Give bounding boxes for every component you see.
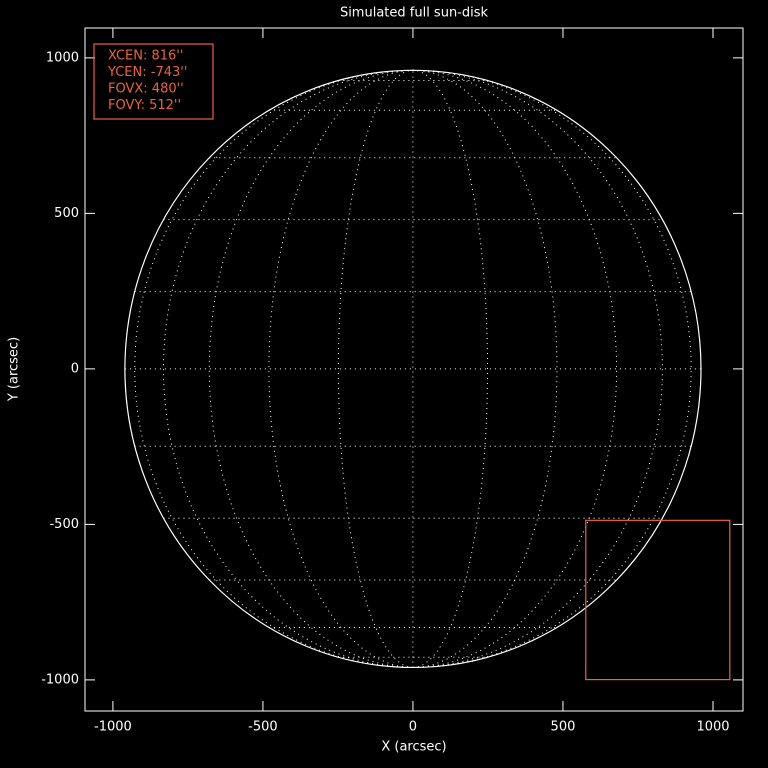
chart-title: Simulated full sun-disk <box>340 6 489 21</box>
plot-frame <box>84 27 744 712</box>
x-tick-label: 500 <box>551 720 576 735</box>
x-tick-label: -1000 <box>94 720 132 735</box>
x-axis-title: X (arcsec) <box>381 740 446 755</box>
x-tick-label: 0 <box>409 720 417 735</box>
longitude-line <box>268 69 413 668</box>
longitude-line <box>412 69 558 668</box>
y-tick-label: 500 <box>54 206 79 221</box>
y-tick-label: -500 <box>49 517 79 532</box>
longitude-line <box>412 69 488 668</box>
info-label: FOVX: 480'' <box>108 82 184 97</box>
longitude-line <box>337 69 413 668</box>
x-tick-label: 1000 <box>696 720 729 735</box>
sun-limb <box>124 69 702 669</box>
x-tick-label: -500 <box>248 720 278 735</box>
y-tick-label: 0 <box>71 361 79 376</box>
info-box <box>93 43 214 120</box>
fov-box <box>585 519 731 681</box>
y-tick-label: -1000 <box>41 672 79 687</box>
info-label: XCEN: 816'' <box>108 49 183 64</box>
info-label: FOVY: 512'' <box>108 98 181 113</box>
y-axis-title: Y (arcsec) <box>7 337 22 402</box>
info-label: YCEN: -743'' <box>107 65 187 80</box>
y-tick-label: 1000 <box>46 50 79 65</box>
